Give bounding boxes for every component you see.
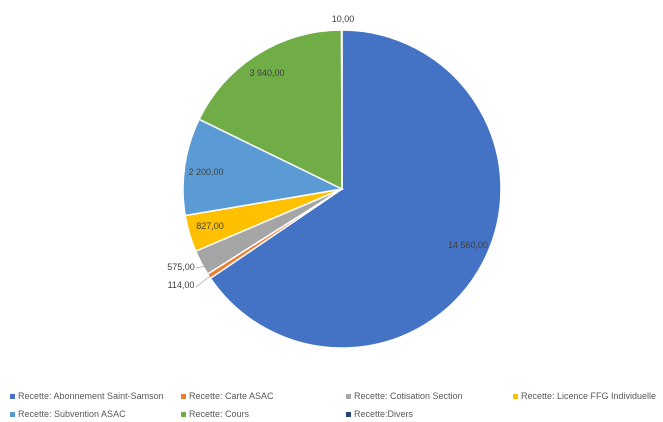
- legend-item-licence: Recette: Licence FFG Individuelle: [513, 391, 656, 401]
- legend-item-abonnement: Recette: Abonnement Saint-Samson: [10, 391, 164, 401]
- pie-slice: [182, 118, 345, 217]
- data-label: 14 560,00: [448, 240, 488, 250]
- legend-swatch: [346, 393, 351, 399]
- data-label: 2 200,00: [188, 167, 223, 177]
- legend-label: Recette: Abonnement Saint-Samson: [18, 391, 164, 401]
- legend-label: Recette: Cours: [189, 409, 250, 419]
- legend-label: Recette:Divers: [354, 409, 414, 419]
- legend-item-cours: Recette: Cours: [181, 409, 249, 419]
- legend-label: Recette: Cotisation Section: [354, 391, 463, 401]
- leader-line: [195, 265, 207, 269]
- legend-item-cotisation: Recette: Cotisation Section: [346, 391, 463, 401]
- leader-line: [195, 275, 211, 288]
- legend-item-divers: Recette:Divers: [346, 409, 413, 419]
- data-label: 114,00: [168, 280, 195, 290]
- data-label: 3 940,00: [249, 68, 284, 78]
- legend-label: Recette: Licence FFG Individuelle: [521, 391, 657, 401]
- pie-slice: [209, 29, 502, 349]
- data-label: 827,00: [196, 221, 224, 231]
- legend-label: Recette: Subvention ASAC: [18, 409, 126, 419]
- legend-item-subvention: Recette: Subvention ASAC: [10, 409, 126, 419]
- legend-swatch: [10, 411, 15, 417]
- chart-legend: Recette: Abonnement Saint-Samson Recette…: [0, 384, 663, 420]
- legend-swatch: [181, 411, 186, 417]
- legend-item-carte-asac: Recette: Carte ASAC: [181, 391, 274, 401]
- legend-swatch: [181, 393, 186, 399]
- data-label: 575,00: [167, 262, 195, 272]
- legend-label: Recette: Carte ASAC: [189, 391, 274, 401]
- legend-swatch: [346, 411, 351, 417]
- legend-swatch: [10, 393, 15, 399]
- data-label: 10,00: [332, 14, 355, 24]
- legend-swatch: [513, 393, 518, 399]
- pie-plot-area: 14 560,00 114,00 575,00 827,00 2 200,00 3 940…: [167, 14, 502, 349]
- pie-slice: [198, 29, 343, 191]
